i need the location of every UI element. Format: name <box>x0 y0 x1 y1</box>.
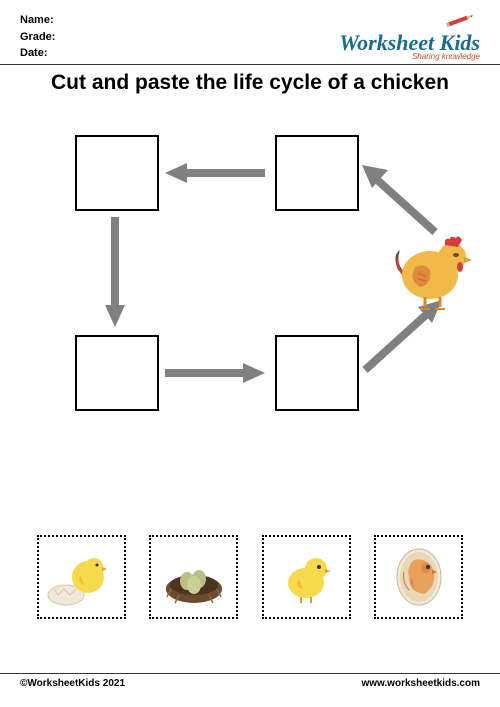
paste-box-bottom-left[interactable] <box>75 335 159 411</box>
logo: Worksheet Kids Sharing knowledge <box>339 12 480 62</box>
cutout-hatching-chick[interactable] <box>37 535 126 619</box>
date-label: Date: <box>20 45 55 62</box>
cutout-chick[interactable] <box>262 535 351 619</box>
lifecycle-diagram <box>20 135 480 465</box>
header: Name: Grade: Date: Worksheet Kids Sharin… <box>0 0 500 65</box>
cutout-row <box>25 535 475 619</box>
cutout-nest-eggs[interactable] <box>149 535 238 619</box>
website-url: www.worksheetkids.com <box>361 678 480 689</box>
footer: ©WorksheetKids 2021 www.worksheetkids.co… <box>0 673 500 689</box>
arrow-tr-to-tl <box>165 163 265 183</box>
chicken-illustration <box>390 225 475 310</box>
name-label: Name: <box>20 12 55 29</box>
paste-box-bottom-right[interactable] <box>275 335 359 411</box>
paste-box-top-right[interactable] <box>275 135 359 211</box>
copyright: ©WorksheetKids 2021 <box>20 678 125 689</box>
arrow-tl-to-bl <box>105 217 125 327</box>
paste-box-top-left[interactable] <box>75 135 159 211</box>
info-fields: Name: Grade: Date: <box>20 12 55 62</box>
grade-label: Grade: <box>20 29 55 46</box>
cutout-embryo-egg[interactable] <box>374 535 463 619</box>
arrow-bl-to-br <box>165 363 265 383</box>
page-title: Cut and paste the life cycle of a chicke… <box>0 71 500 95</box>
